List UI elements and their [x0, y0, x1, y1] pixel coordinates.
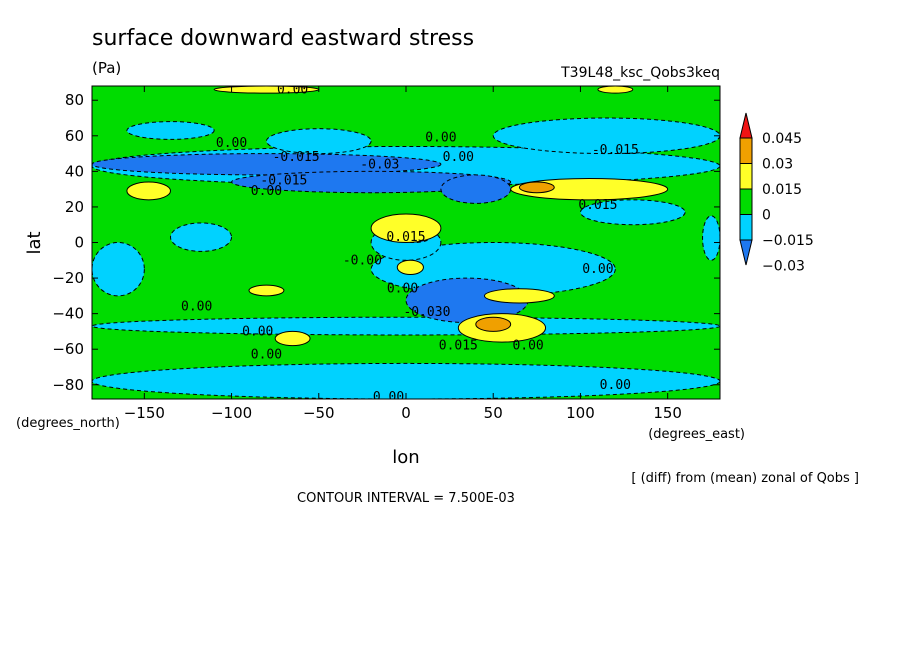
- x-tick-label: −150: [124, 404, 165, 422]
- colorbar-label: 0: [762, 208, 771, 224]
- x-tick-label: 100: [566, 404, 595, 422]
- contour-region: [92, 362, 720, 399]
- contour-region: [265, 128, 372, 155]
- contour-label: -0.015: [592, 143, 639, 158]
- contour-label: 0.00: [251, 348, 282, 363]
- colorbar-label: 0.015: [762, 182, 802, 198]
- units-label: (Pa): [92, 59, 121, 77]
- contour-region: [484, 288, 555, 304]
- contour-labels: 0.000.000.00-0.015 -0.03 0.00 -0.0150.00-0.…: [181, 83, 639, 405]
- contour-label: 0.00: [425, 131, 456, 146]
- y-axis: −80 −60 −40 −20 0 20 40 60 80: [52, 91, 720, 394]
- chart-title: surface downward eastward stress: [92, 26, 474, 51]
- contour-region: [702, 215, 720, 261]
- contour-region: [126, 121, 215, 140]
- run-label: T39L48_ksc_Qobs3keq: [560, 65, 720, 81]
- y-tick-label: −40: [52, 305, 84, 323]
- contour-region: [370, 213, 442, 243]
- contour-label: -0.015: [260, 173, 307, 188]
- contour-label: 0.015: [578, 198, 617, 213]
- colorbar-label: −0.03: [762, 259, 805, 275]
- x-axis: −150 −100 −50 0 50 100 150: [124, 86, 682, 422]
- x-tick-label: −100: [211, 404, 252, 422]
- contour-region: [126, 181, 171, 201]
- contour-label: 0.00: [600, 378, 631, 393]
- contour-label: 0.00: [373, 390, 404, 405]
- y-tick-label: −60: [52, 340, 84, 358]
- contour-region: [92, 242, 145, 297]
- contour-label: 0.00: [512, 339, 543, 354]
- colorbar-label: 0.03: [762, 157, 793, 173]
- colorbar-min-arrow: [739, 239, 753, 266]
- contour-label: 0.00: [443, 150, 474, 165]
- contour-region: [92, 316, 720, 336]
- contour-region: [170, 222, 233, 252]
- contour-label: -0.015: [273, 150, 320, 165]
- contour-interval: CONTOUR INTERVAL = 7.500E-03: [297, 491, 515, 506]
- y-tick-label: −80: [52, 376, 84, 394]
- x-tick-label: 50: [484, 404, 503, 422]
- x-tick-label: 150: [653, 404, 682, 422]
- contour-region: [248, 284, 285, 297]
- y-tick-label: −20: [52, 269, 84, 287]
- contour-region: [440, 174, 512, 204]
- contour-label: 0.015: [386, 230, 425, 245]
- y-tick-label: 60: [65, 127, 84, 145]
- contour-label: 0.00: [277, 83, 308, 98]
- filled-regions: [92, 86, 720, 399]
- colorbar-box: [739, 137, 753, 164]
- x-units-label: (degrees_east): [648, 427, 745, 442]
- contour-label: 0.00: [181, 300, 212, 315]
- contour-label: -0.03: [360, 157, 399, 172]
- contour-label: -0.030: [403, 305, 450, 320]
- x-tick-label: 0: [401, 404, 411, 422]
- contour-region: [274, 330, 311, 347]
- contour-region: [396, 259, 424, 276]
- contour-label: 0.00: [251, 184, 282, 199]
- colorbar-box: [739, 163, 753, 190]
- contour-label: 0.00: [242, 324, 273, 339]
- contour-region: [518, 181, 555, 194]
- contour-region: [475, 316, 512, 332]
- y-tick-label: 40: [65, 162, 84, 180]
- contour-label: 0.00: [387, 282, 418, 297]
- contour-label: 0.00: [582, 262, 613, 277]
- colorbar-label: −0.015: [762, 233, 814, 249]
- y-tick-label: 20: [65, 198, 84, 216]
- colorbar: 0.045 0.03 0.015 0 −0.015 −0.03: [739, 112, 814, 275]
- colorbar-max-arrow: [739, 112, 753, 139]
- colorbar-label: 0.045: [762, 131, 802, 147]
- y-axis-title: lat: [24, 231, 45, 254]
- x-tick-label: −50: [303, 404, 335, 422]
- contour-label: -0.00: [343, 253, 382, 268]
- colorbar-box: [739, 214, 753, 241]
- diff-note: [ (diff) from (mean) zonal of Qobs ]: [631, 471, 859, 486]
- colorbar-box: [739, 188, 753, 215]
- x-axis-title: lon: [392, 447, 419, 468]
- contour-region: [579, 199, 686, 226]
- contour-region: [597, 86, 634, 94]
- contour-label: 0.015: [439, 339, 478, 354]
- contour-region: [231, 170, 512, 194]
- contour-label: 0.00: [216, 136, 247, 151]
- y-tick-label: 80: [65, 91, 84, 109]
- y-tick-label: 0: [74, 234, 84, 252]
- plot-area: 0.000.000.00-0.015 -0.03 0.00 -0.0150.00-0.…: [92, 83, 720, 405]
- y-units-label: (degrees_north): [16, 416, 120, 431]
